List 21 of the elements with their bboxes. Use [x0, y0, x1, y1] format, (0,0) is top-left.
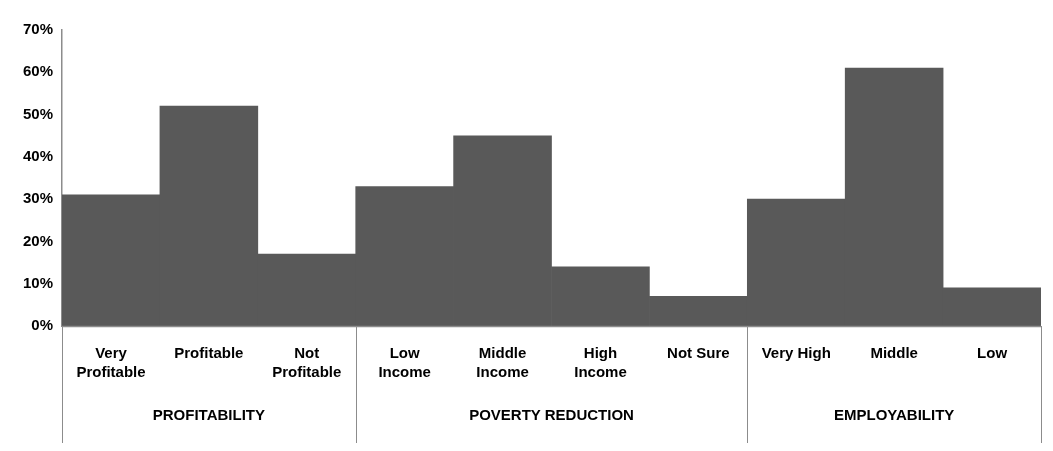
text: PROFITABILITY	[152, 405, 265, 423]
x-tick-label: Low Income	[378, 343, 431, 380]
y-tick-label: 0%	[31, 316, 54, 334]
x-tick-label: Not Profitable	[272, 343, 342, 380]
x-tick-label: High Income	[574, 343, 627, 380]
text: EMPLOYABILITY	[834, 405, 955, 423]
x-tick-label: Middle	[870, 343, 918, 361]
x-tick-label: Profitable	[174, 343, 244, 361]
y-tick-label: 30%	[22, 189, 54, 207]
x-tick-label: Middle Income	[476, 343, 529, 380]
y-tick-label: 10%	[22, 273, 54, 291]
x-tick-label: Very High	[761, 343, 831, 361]
y-tick-label: 60%	[22, 62, 54, 80]
y-tick-label: 40%	[22, 147, 54, 164]
y-tick-label: 70%	[22, 20, 54, 38]
x-tick-label: Low	[977, 343, 1008, 361]
x-tick-label: Very Profitable	[76, 343, 146, 380]
y-tick-label: 50%	[22, 104, 54, 122]
text: POVERTY REDUCTION	[469, 405, 634, 423]
x-tick-label: Not Sure	[667, 343, 730, 361]
y-tick-label: 20%	[22, 231, 54, 249]
